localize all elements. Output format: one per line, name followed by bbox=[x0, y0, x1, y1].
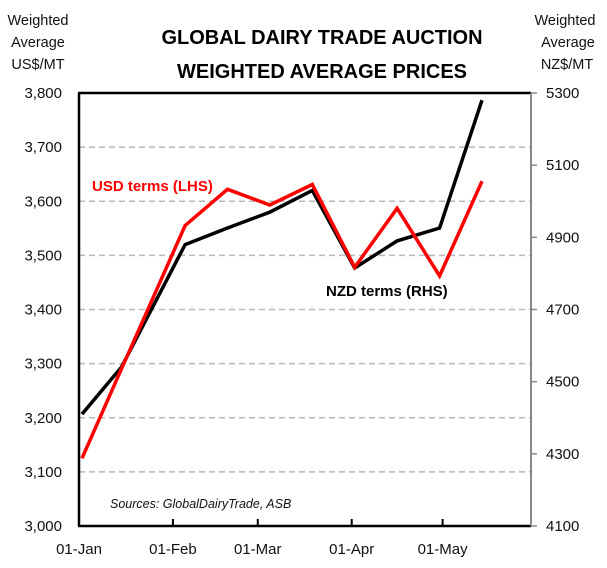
right-axis-title-line-1: Weighted bbox=[535, 13, 596, 29]
right-tick-label: 5300 bbox=[546, 85, 579, 102]
axes bbox=[77, 91, 532, 528]
x-tick-label: 01-Jan bbox=[56, 541, 102, 558]
legend-nzd-label: NZD terms (RHS) bbox=[326, 283, 448, 300]
left-tick-label: 3,400 bbox=[24, 302, 62, 319]
x-tick-label: 01-Apr bbox=[329, 541, 374, 558]
gridlines bbox=[79, 146, 531, 473]
source-note: Sources: GlobalDairyTrade, ASB bbox=[110, 497, 291, 511]
right-tick-label: 4500 bbox=[546, 374, 579, 391]
usd-series-line bbox=[80, 180, 484, 460]
x-tick-label: 01-May bbox=[418, 541, 469, 558]
chart-title-line-1: GLOBAL DAIRY TRADE AUCTION bbox=[161, 27, 482, 49]
left-tick-label: 3,800 bbox=[24, 85, 62, 102]
legend-usd-label: USD terms (LHS) bbox=[92, 178, 213, 195]
series-lines bbox=[80, 99, 484, 460]
left-tick-label: 3,000 bbox=[24, 518, 62, 535]
left-tick-label: 3,300 bbox=[24, 356, 62, 373]
right-axis-ticks: 4100 4300 4500 4700 4900 5100 5300 bbox=[531, 85, 579, 535]
right-tick-label: 4900 bbox=[546, 229, 579, 246]
right-tick-label: 4100 bbox=[546, 518, 579, 535]
left-axis-title-line-1: Weighted bbox=[8, 13, 69, 29]
left-tick-label: 3,700 bbox=[24, 139, 62, 156]
right-tick-label: 5100 bbox=[546, 157, 579, 174]
right-axis-title-line-3: NZ$/MT bbox=[541, 57, 594, 73]
x-tick-label: 01-Feb bbox=[149, 541, 197, 558]
left-axis-title: Weighted Average US$/MT bbox=[8, 13, 69, 73]
left-axis-ticks: 3,000 3,100 3,200 3,300 3,400 3,500 3,600 3,700… bbox=[24, 85, 62, 535]
right-tick-label: 4300 bbox=[546, 446, 579, 463]
nzd-series-line bbox=[80, 99, 484, 416]
right-axis-title: Weighted Average NZ$/MT bbox=[535, 13, 596, 73]
chart-title: GLOBAL DAIRY TRADE AUCTION WEIGHTED AVER… bbox=[161, 27, 482, 83]
x-tick-label: 01-Mar bbox=[234, 541, 282, 558]
x-axis-ticks: 01-Jan 01-Feb 01-Mar 01-Apr 01-May bbox=[56, 519, 468, 558]
left-tick-label: 3,600 bbox=[24, 193, 62, 210]
left-axis-title-line-3: US$/MT bbox=[11, 57, 64, 73]
left-axis-title-line-2: Average bbox=[11, 35, 65, 51]
left-tick-label: 3,200 bbox=[24, 410, 62, 427]
right-axis-title-line-2: Average bbox=[541, 35, 595, 51]
chart-title-line-2: WEIGHTED AVERAGE PRICES bbox=[177, 61, 467, 83]
right-tick-label: 4700 bbox=[546, 302, 579, 319]
left-tick-label: 3,500 bbox=[24, 247, 62, 264]
left-tick-label: 3,100 bbox=[24, 464, 62, 481]
